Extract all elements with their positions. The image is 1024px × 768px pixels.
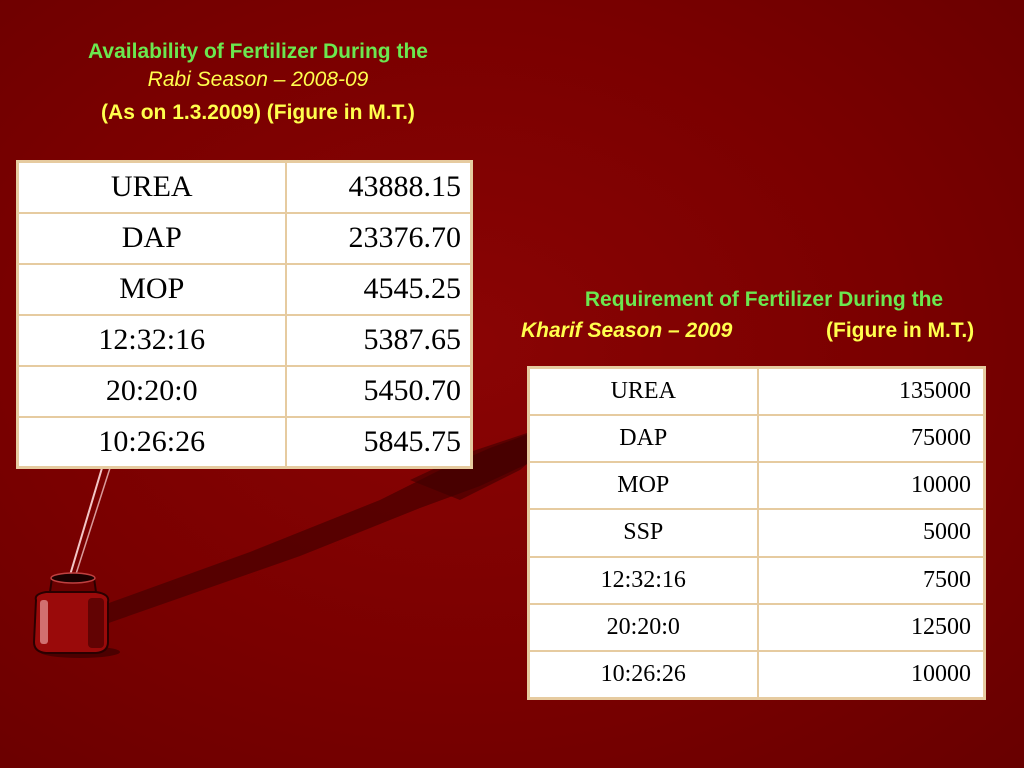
table-row: DAP 75000 xyxy=(527,413,986,464)
quantity-value: 7500 xyxy=(756,555,986,605)
requirement-title-season: Kharif Season – 2009 xyxy=(521,319,733,342)
table-row: SSP 5000 xyxy=(527,508,986,558)
requirement-title-line1: Requirement of Fertilizer During the xyxy=(584,288,944,311)
fertilizer-name: 20:20:0 xyxy=(527,602,759,653)
fertilizer-name: 12:32:16 xyxy=(16,313,287,367)
quantity-value: 135000 xyxy=(756,366,986,416)
availability-table: UREA 43888.15 DAP 23376.70 MOP 4545.25 1… xyxy=(16,160,473,469)
inkwell-opening xyxy=(50,572,96,584)
table-row: 20:20:0 5450.70 xyxy=(16,364,473,418)
table-row: UREA 135000 xyxy=(527,366,986,416)
table-row: MOP 4545.25 xyxy=(16,262,473,316)
table-row: 12:32:16 7500 xyxy=(527,555,986,605)
quantity-value: 5000 xyxy=(756,508,986,558)
table-row: DAP 23376.70 xyxy=(16,211,473,265)
quantity-value: 23376.70 xyxy=(284,211,473,265)
fertilizer-name: MOP xyxy=(527,461,759,511)
availability-title-season: Rabi Season – 2008-09 xyxy=(147,68,369,91)
fertilizer-name: SSP xyxy=(527,508,759,558)
quantity-value: 10000 xyxy=(756,650,986,700)
quantity-value: 43888.15 xyxy=(284,160,473,214)
table-row: MOP 10000 xyxy=(527,461,986,511)
fertilizer-name: 12:32:16 xyxy=(527,555,759,605)
quantity-value: 4545.25 xyxy=(284,262,473,316)
table-row: UREA 43888.15 xyxy=(16,160,473,214)
fertilizer-name: UREA xyxy=(16,160,287,214)
table-row: 10:26:26 10000 xyxy=(527,650,986,700)
table-row: 10:26:26 5845.75 xyxy=(16,415,473,469)
quantity-value: 12500 xyxy=(756,602,986,653)
requirement-table: UREA 135000 DAP 75000 MOP 10000 SSP 5000… xyxy=(527,366,986,700)
quill-shadow-feather xyxy=(410,432,560,500)
quantity-value: 5450.70 xyxy=(284,364,473,418)
quantity-value: 5845.75 xyxy=(284,415,473,469)
availability-title-date-unit: (As on 1.3.2009) (Figure in M.T.) xyxy=(101,101,415,124)
quantity-value: 75000 xyxy=(756,413,986,464)
fertilizer-name: UREA xyxy=(527,366,759,416)
fertilizer-name: 10:26:26 xyxy=(16,415,287,469)
table-row: 12:32:16 5387.65 xyxy=(16,313,473,367)
fertilizer-name: DAP xyxy=(527,413,759,464)
quantity-value: 10000 xyxy=(756,461,986,511)
table-row: 20:20:0 12500 xyxy=(527,602,986,653)
fertilizer-name: DAP xyxy=(16,211,287,265)
inkwell-highlight xyxy=(40,600,48,644)
fertilizer-name: MOP xyxy=(16,262,287,316)
fertilizer-name: 20:20:0 xyxy=(16,364,287,418)
requirement-title-unit: (Figure in M.T.) xyxy=(826,319,975,342)
inkwell-dark-side xyxy=(88,598,104,648)
fertilizer-name: 10:26:26 xyxy=(527,650,759,700)
availability-title-line1: Availability of Fertilizer During the xyxy=(88,40,428,63)
quantity-value: 5387.65 xyxy=(284,313,473,367)
